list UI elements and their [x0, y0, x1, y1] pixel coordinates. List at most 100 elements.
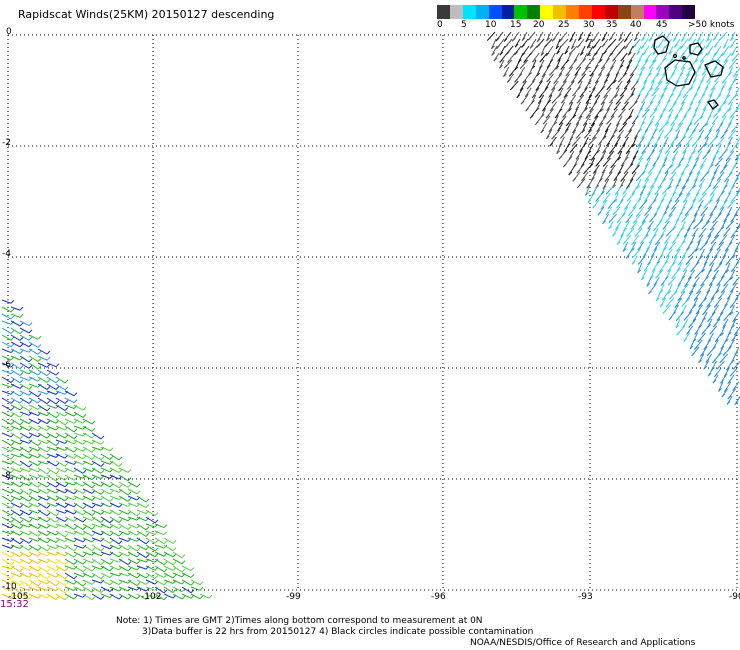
wind-barb-flag [614, 191, 619, 196]
colorbar-tick-label: 25 [558, 20, 570, 30]
wind-barb [46, 376, 57, 384]
wind-barb-flag [55, 400, 60, 405]
wind-barb-flag [55, 371, 60, 376]
wind-barb [109, 558, 120, 563]
wind-barb-flag [28, 400, 33, 404]
wind-barb [55, 551, 66, 557]
wind-barb-flag [626, 79, 631, 84]
wind-barb-flag [10, 406, 15, 411]
wind-barb-flag [650, 44, 655, 49]
credit-text: NOAA/NESDIS/Office of Research and Appli… [470, 638, 696, 648]
wind-barb-flag [723, 218, 728, 223]
wind-barb [1, 495, 12, 502]
wind-barb-flag [19, 440, 24, 445]
wind-barb-flag [19, 568, 24, 572]
wind-barb-flag [706, 52, 711, 56]
wind-barb-flag [109, 560, 114, 565]
wind-barb-flag [636, 51, 641, 55]
wind-barb-flag [82, 440, 87, 445]
wind-barb [46, 481, 57, 488]
wind-barb-flag [651, 79, 655, 84]
wind-barb-flag [64, 567, 69, 572]
wind-barb [64, 446, 75, 453]
wind-barb-flag [46, 490, 51, 494]
wind-barb-flag [181, 595, 186, 600]
wind-barb [19, 432, 30, 439]
wind-barb-flag [668, 316, 673, 321]
wind-barb [127, 544, 138, 552]
wind-barb-flag [118, 456, 123, 461]
wind-barb-flag [495, 37, 500, 42]
wind-barb [10, 530, 21, 536]
wind-barb [100, 530, 111, 537]
wind-barb [37, 439, 48, 444]
wind-barb-flag [91, 538, 96, 543]
wind-barb [82, 418, 93, 425]
wind-barb [1, 502, 12, 509]
wind-barb-flag [19, 399, 24, 404]
wind-barb [1, 439, 12, 446]
wind-barb [689, 339, 695, 350]
wind-barb-flag [699, 247, 704, 251]
wind-barb-flag [46, 363, 51, 368]
wind-barb [82, 593, 93, 601]
wind-barb-flag [713, 323, 717, 328]
wind-barb [55, 474, 66, 481]
wind-barb-flag [620, 178, 625, 182]
wind-barb-flag [118, 595, 123, 600]
wind-barb [10, 544, 21, 549]
wind-barb [1, 383, 12, 388]
wind-barb [64, 502, 75, 508]
wind-barb-flag [725, 157, 730, 162]
wind-barb-flag [542, 107, 546, 112]
wind-barb-flag [631, 143, 636, 148]
wind-barb-flag [163, 596, 168, 601]
wind-barb [1, 509, 12, 516]
wind-barb-flag [55, 483, 60, 488]
wind-barb-flag [560, 135, 564, 139]
wind-barb-flag [91, 484, 96, 489]
wind-barb [145, 579, 156, 585]
wind-barb-flag [706, 79, 710, 83]
wind-barb [118, 481, 129, 488]
wind-barb-flag [10, 530, 15, 535]
wind-barb [145, 537, 156, 544]
wind-barb [73, 572, 84, 578]
wind-barb-flag [82, 432, 87, 437]
colorbar-tick-label: 5 [461, 20, 467, 30]
wind-barb-flag [608, 37, 613, 41]
wind-barb [82, 586, 93, 593]
wind-barb-flag [661, 296, 666, 301]
wind-barb-flag [602, 199, 607, 204]
wind-barb-flag [19, 413, 24, 418]
wind-barb [154, 586, 165, 594]
wind-barb [100, 460, 111, 465]
wind-barb-flag [55, 434, 60, 439]
wind-barb [675, 318, 681, 329]
wind-barb-flag [728, 65, 733, 69]
wind-barb [64, 418, 75, 424]
wind-barb-flag [19, 313, 24, 318]
wind-barb [1, 488, 12, 494]
wind-barb [55, 523, 66, 528]
wind-barb-flag [557, 127, 561, 132]
wind-barb-flag [686, 192, 690, 197]
wind-barb-flag [555, 45, 560, 50]
wind-barb-flag [154, 558, 159, 563]
wind-barb-flag [516, 94, 521, 99]
wind-barb [73, 432, 84, 437]
wind-barb-flag [631, 190, 636, 195]
wind-barb-flag [10, 441, 15, 446]
wind-barb-flag [64, 434, 69, 439]
wind-barb [1, 404, 12, 411]
wind-barb-flag [100, 565, 105, 570]
wind-barb-flag [729, 114, 734, 119]
wind-barb [145, 509, 156, 517]
wind-barb-flag [588, 128, 592, 133]
wind-barb-flag [654, 241, 659, 246]
wind-barb [46, 530, 57, 536]
wind-barb [19, 474, 30, 481]
wind-barb [82, 523, 93, 530]
wind-barb-flag [548, 128, 553, 133]
wind-barb-flag [181, 568, 186, 573]
